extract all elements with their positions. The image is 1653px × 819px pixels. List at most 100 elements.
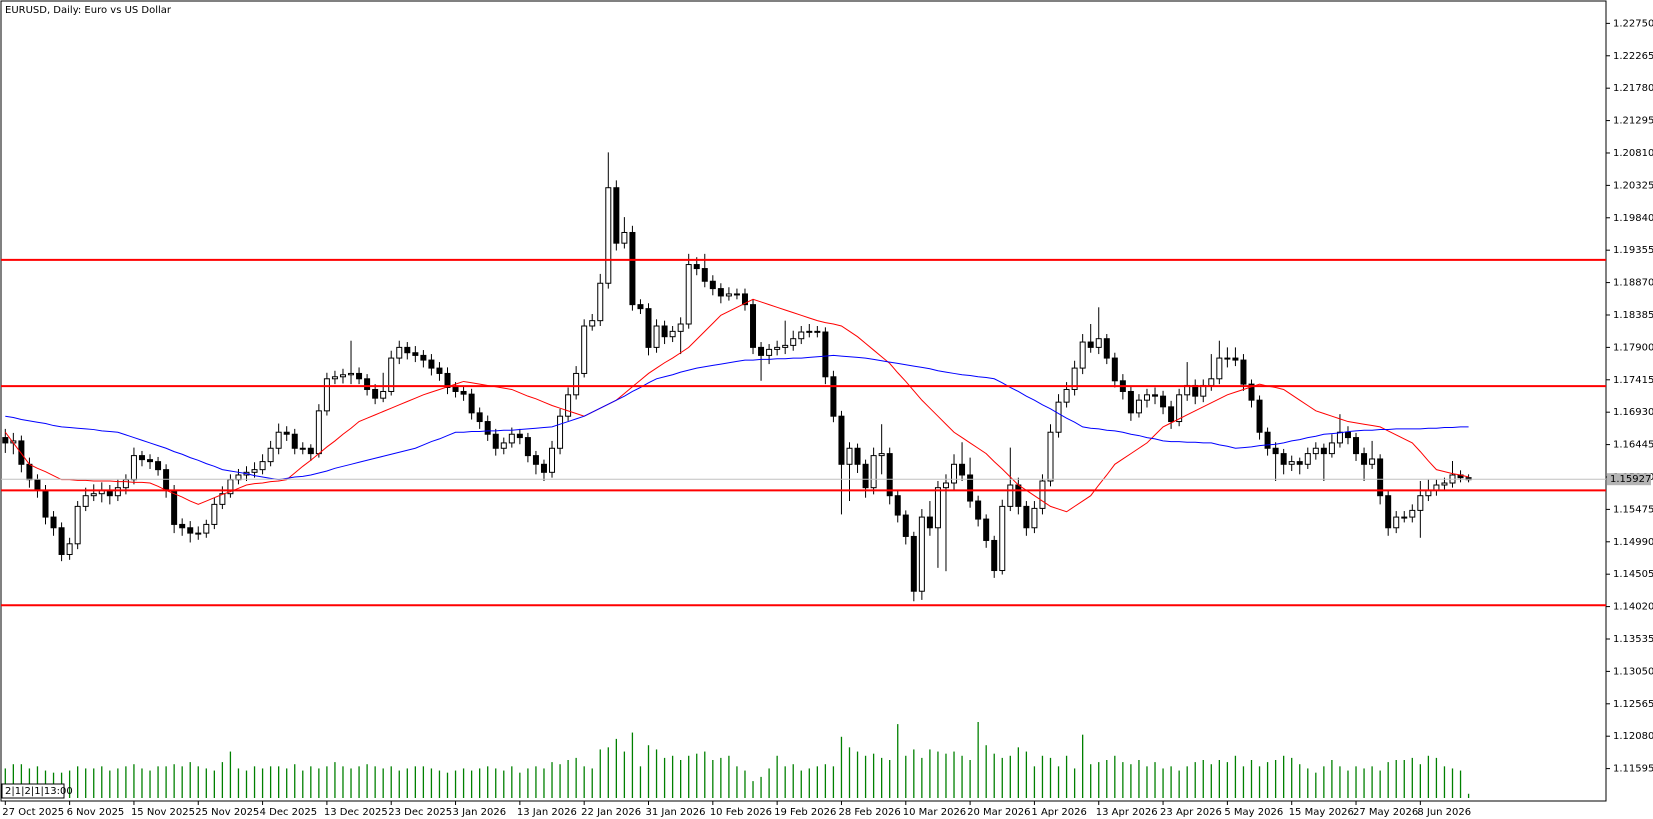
candle-body <box>1336 431 1343 444</box>
moving-average-line <box>4 298 1469 513</box>
candle-body <box>1071 367 1078 390</box>
x-tick-label: 10 Feb 2026 <box>710 807 772 818</box>
candle-body <box>203 523 210 534</box>
candle-body <box>1143 394 1150 401</box>
candle-body <box>1232 357 1239 361</box>
candle-body <box>1256 399 1263 433</box>
candle-body <box>1079 341 1086 369</box>
y-tick-label: 1.18870 <box>1613 278 1653 289</box>
candle-body <box>701 268 708 282</box>
y-tick-label: 1.22750 <box>1613 18 1653 29</box>
candle-body <box>1417 495 1424 511</box>
candle-body <box>1312 447 1319 455</box>
candle-body <box>894 495 901 516</box>
candle-body <box>259 461 266 471</box>
candle-body <box>187 527 194 534</box>
candle-body <box>364 378 371 390</box>
candle-body <box>388 357 395 392</box>
volume-layer <box>4 722 1470 798</box>
candle-body <box>163 469 170 491</box>
y-tick-label: 1.21295 <box>1613 116 1653 127</box>
candle-body <box>1409 509 1416 518</box>
x-tick-label: 23 Apr 2026 <box>1160 807 1222 818</box>
candle-body <box>339 374 346 378</box>
candle-body <box>468 393 475 414</box>
candle-body <box>1393 516 1400 529</box>
y-tick-label: 1.14020 <box>1613 602 1653 613</box>
candle-body <box>1216 357 1223 380</box>
candle-body <box>516 433 523 439</box>
plot-frame <box>0 0 1607 802</box>
candle-body <box>532 455 539 465</box>
y-tick-label: 1.22265 <box>1613 51 1653 62</box>
x-tick-label: 27 Oct 2025 <box>2 807 64 818</box>
x-tick-label: 25 Nov 2025 <box>195 807 259 818</box>
candle-body <box>179 523 186 529</box>
candle-body <box>766 348 773 356</box>
candle-body <box>524 437 531 457</box>
x-tick-label: 8 Jun 2026 <box>1417 807 1471 818</box>
candle-body <box>372 388 379 399</box>
price-label: 1.15927 <box>1610 474 1651 485</box>
candle-body <box>565 394 572 417</box>
y-tick-label: 1.12565 <box>1613 699 1653 710</box>
candle-body <box>436 367 443 374</box>
candle-body <box>1401 516 1408 519</box>
x-tick-label: 5 May 2026 <box>1224 807 1283 818</box>
candle-body <box>613 187 620 244</box>
x-tick-label: 13 Apr 2026 <box>1096 807 1158 818</box>
candle-body <box>661 325 668 338</box>
candle-body <box>82 495 89 507</box>
x-tick-label: 10 Mar 2026 <box>903 807 966 818</box>
y-tick-label: 1.19355 <box>1613 245 1653 256</box>
x-tick-label: 28 Feb 2026 <box>838 807 900 818</box>
x-tick-label: 13 Dec 2025 <box>324 807 388 818</box>
y-tick-label: 1.17900 <box>1613 342 1653 353</box>
candle-body <box>1111 357 1118 382</box>
candle-body <box>878 453 885 457</box>
candle-body <box>741 293 748 306</box>
candle-body <box>1240 359 1247 385</box>
candle-body <box>1176 394 1183 423</box>
candle-body <box>1039 480 1046 509</box>
candle-body <box>1047 431 1054 482</box>
candle-body <box>733 293 740 296</box>
candle-body <box>508 433 515 444</box>
candle-body <box>74 505 81 545</box>
candle-body <box>621 231 628 244</box>
candle-body <box>1031 507 1038 529</box>
candle-body <box>323 378 330 412</box>
candle-body <box>1296 461 1303 465</box>
candle-body <box>677 323 684 332</box>
candle-body <box>717 288 724 297</box>
candle-body <box>693 264 700 270</box>
candle-body <box>605 187 612 284</box>
y-tick-label: 1.13535 <box>1613 634 1653 645</box>
candle-body <box>275 431 282 449</box>
candle-body <box>1095 338 1102 348</box>
candle-body <box>1055 401 1062 433</box>
candle-body <box>211 503 218 525</box>
candle-body <box>557 415 564 449</box>
axis-layer: 1.22750 1.22265 1.21780 1.21295 1.20810 1.203… <box>2 18 1653 818</box>
candle-body <box>42 489 49 518</box>
candle-body <box>540 463 547 473</box>
candle-body <box>854 447 861 465</box>
candle-body <box>348 372 355 376</box>
candle-body <box>597 282 604 322</box>
candle-body <box>380 390 387 399</box>
candle-body <box>581 325 588 374</box>
candle-body <box>1328 442 1335 455</box>
candle-body <box>155 461 162 471</box>
candle-body <box>806 330 813 333</box>
candle-body <box>66 543 73 555</box>
candle-body <box>830 376 837 417</box>
candle-body <box>1344 431 1351 439</box>
candle-body <box>58 527 65 555</box>
y-tick-label: 1.12080 <box>1613 731 1653 742</box>
candle-body <box>967 474 974 502</box>
candle-body <box>460 390 467 395</box>
chart-title: EURUSD, Daily: Euro vs US Dollar <box>5 5 172 16</box>
candle-body <box>798 331 805 340</box>
